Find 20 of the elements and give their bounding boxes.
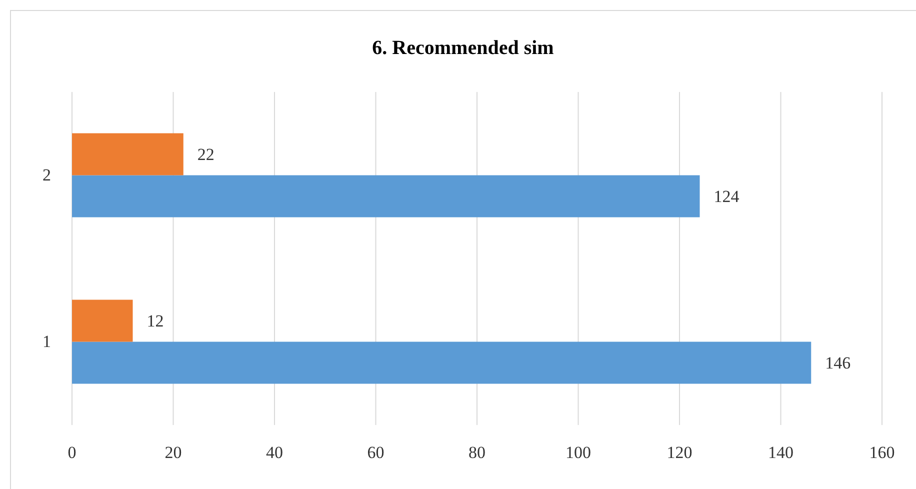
bar	[72, 300, 133, 342]
bar	[72, 342, 812, 384]
data-label: 22	[197, 145, 214, 164]
bar	[72, 133, 184, 176]
x-tick-label: 40	[266, 443, 283, 462]
x-tick-label: 80	[468, 443, 486, 462]
x-tick-label: 20	[164, 443, 182, 462]
bar	[72, 175, 700, 218]
x-tick-label: 100	[566, 443, 591, 462]
x-tick-label: 60	[367, 443, 384, 462]
y-tick-label: 1	[42, 332, 51, 352]
x-tick-label: 0	[68, 443, 76, 462]
data-label: 124	[714, 187, 740, 206]
x-tick-label: 120	[666, 443, 692, 462]
y-tick-label: 2	[42, 166, 51, 185]
data-label: 146	[825, 354, 851, 373]
x-tick-label: 140	[768, 443, 794, 462]
data-label: 12	[146, 312, 164, 331]
x-tick-label: 160	[869, 443, 895, 462]
chart-title: 6. Recommended sim	[372, 37, 554, 59]
